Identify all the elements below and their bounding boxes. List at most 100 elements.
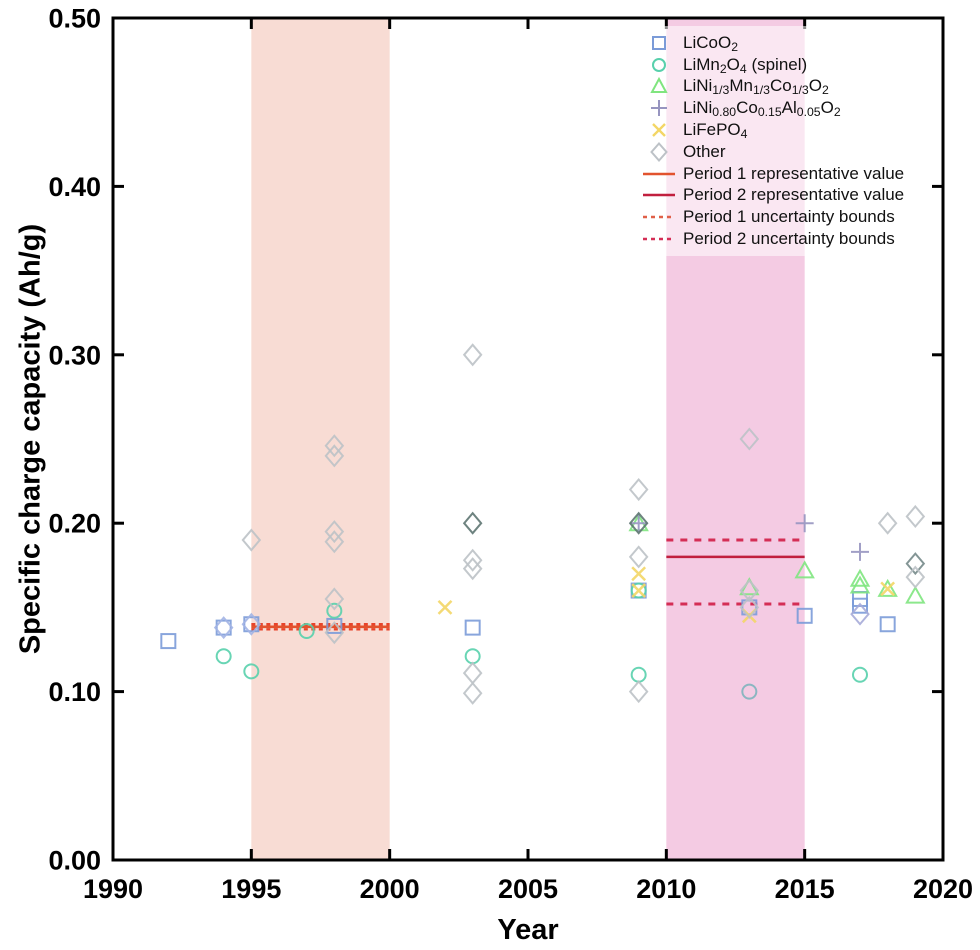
marker-diamond xyxy=(241,612,262,636)
marker-x xyxy=(631,566,647,582)
marker-square xyxy=(879,616,896,633)
marker-square xyxy=(243,616,260,633)
legend-line-dashed-icon xyxy=(641,229,677,249)
y-axis-title: Specific charge capacity (Ah/g) xyxy=(14,223,47,655)
x-tick-label: 1995 xyxy=(221,874,281,904)
marker-circle xyxy=(464,648,481,665)
marker-diamond xyxy=(462,557,483,581)
marker-x xyxy=(437,600,453,615)
legend-plus-icon xyxy=(641,98,677,118)
legend-item: LiFePO4 xyxy=(641,119,904,141)
marker-diamond xyxy=(877,511,898,535)
y-tick-label: 0.20 xyxy=(48,509,101,539)
marker-diamond xyxy=(739,427,760,451)
marker-diamond xyxy=(739,579,760,603)
x-tick-label: 2020 xyxy=(913,874,973,904)
marker-square xyxy=(796,607,813,624)
legend-item-label: Period 1 representative value xyxy=(683,163,905,183)
y-tick-label: 0.00 xyxy=(48,846,101,876)
marker-diamond xyxy=(905,552,926,576)
legend-item: LiMn2O4 (spinel) xyxy=(641,54,904,76)
marker-diamond xyxy=(905,504,926,529)
marker-square xyxy=(326,617,343,634)
marker-triangle xyxy=(905,585,926,604)
legend-circle-icon xyxy=(641,55,677,75)
marker-x xyxy=(880,581,896,597)
marker-plus xyxy=(795,514,814,533)
legend-item-label: LiMn2O4 (spinel) xyxy=(683,54,808,76)
legend-item-label: Other xyxy=(683,141,726,161)
marker-plus xyxy=(851,542,869,561)
marker-plus xyxy=(629,514,648,533)
legend-item-label: LiNi0.80Co0.15Al0.05O2 xyxy=(683,98,841,120)
x-tick-label: 2005 xyxy=(498,874,558,904)
marker-diamond xyxy=(324,444,345,468)
x-axis-title: Year xyxy=(497,914,559,946)
legend-item: Period 1 uncertainty bounds xyxy=(641,206,904,228)
marker-square xyxy=(215,619,232,636)
marker-triangle xyxy=(849,575,871,594)
marker-diamond xyxy=(324,520,345,544)
x-tick-label: 1990 xyxy=(83,874,143,904)
marker-diamond xyxy=(462,548,483,572)
marker-circle xyxy=(298,622,315,639)
marker-circle xyxy=(741,683,758,700)
marker-circle xyxy=(326,602,343,619)
marker-triangle xyxy=(794,560,815,579)
legend-item: LiNi0.80Co0.15Al0.05O2 xyxy=(641,97,904,119)
legend-line-dashed-icon xyxy=(641,207,677,227)
legend-triangle-icon xyxy=(641,76,677,96)
marker-circle xyxy=(215,648,232,665)
marker-diamond xyxy=(324,621,345,645)
legend-diamond-icon xyxy=(641,141,677,162)
marker-circle xyxy=(630,666,647,683)
marker-diamond xyxy=(462,511,483,535)
y-tick-label: 0.40 xyxy=(48,172,101,202)
marker-circle xyxy=(243,663,260,680)
marker-diamond xyxy=(213,616,234,640)
x-tick-label: 2010 xyxy=(636,874,696,904)
legend-item-label: Period 1 uncertainty bounds xyxy=(683,207,895,227)
legend: LiCoO2 LiMn2O4 (spinel) LiNi1/3Mn1/3Co1/3O… xyxy=(633,26,915,256)
legend-item-label: Period 2 representative value xyxy=(683,185,905,205)
legend-item: LiNi1/3Mn1/3Co1/3O2 xyxy=(641,76,904,98)
marker-diamond xyxy=(462,343,483,367)
legend-x-icon xyxy=(641,120,677,140)
x-tick-label: 2015 xyxy=(775,874,835,904)
marker-diamond xyxy=(628,477,649,502)
legend-item-label: LiNi1/3Mn1/3Co1/3O2 xyxy=(683,76,829,98)
marker-diamond xyxy=(628,511,649,535)
marker-square xyxy=(160,633,177,650)
legend-item-label: LiFePO4 xyxy=(683,120,748,142)
marker-circle xyxy=(852,666,868,683)
marker-diamond xyxy=(241,528,262,552)
marker-diamond xyxy=(462,661,483,685)
marker-diamond xyxy=(324,530,345,554)
legend-item: Period 1 representative value xyxy=(641,163,904,185)
marker-x xyxy=(631,583,647,598)
y-tick-label: 0.30 xyxy=(48,340,101,370)
legend-item: Period 2 uncertainty bounds xyxy=(641,228,904,250)
legend-item: Other xyxy=(641,141,904,163)
marker-diamond xyxy=(324,587,345,611)
y-tick-label: 0.50 xyxy=(48,4,101,34)
marker-triangle xyxy=(849,568,871,587)
marker-diamond xyxy=(628,680,649,704)
marker-square xyxy=(464,619,481,636)
legend-item: LiCoO2 xyxy=(641,32,904,54)
y-tick-label: 0.10 xyxy=(48,677,101,707)
legend-square-icon xyxy=(641,33,677,53)
marker-diamond xyxy=(628,545,649,569)
legend-item-label: Period 2 uncertainty bounds xyxy=(683,229,895,249)
marker-diamond xyxy=(324,434,345,458)
legend-item-label: LiCoO2 xyxy=(683,32,738,54)
marker-diamond xyxy=(850,602,870,626)
marker-diamond xyxy=(462,681,483,705)
marker-diamond xyxy=(905,565,926,589)
marker-circle xyxy=(630,582,647,599)
x-tick-label: 2000 xyxy=(360,874,420,904)
legend-line-solid-icon xyxy=(641,164,677,184)
legend-item: Period 2 representative value xyxy=(641,185,904,207)
legend-line-solid-icon xyxy=(641,185,677,205)
